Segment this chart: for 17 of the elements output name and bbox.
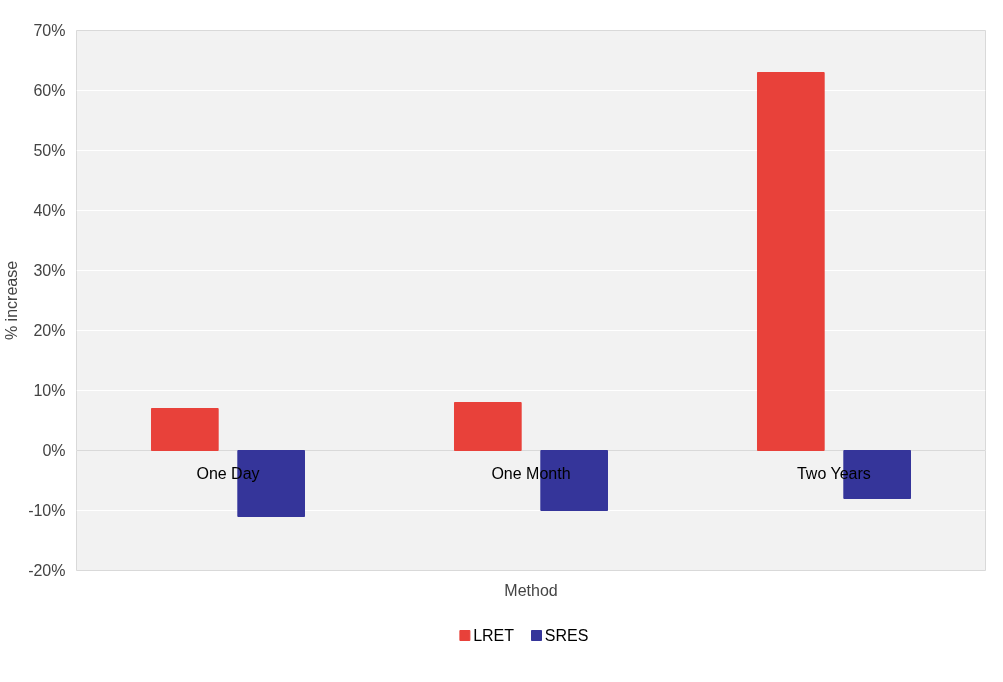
y-tick-label: 30% xyxy=(33,262,66,279)
y-tick-label: 40% xyxy=(33,202,66,219)
y-tick-label: 70% xyxy=(33,22,66,39)
y-tick-label: 10% xyxy=(33,382,66,399)
bar xyxy=(453,402,522,451)
bar xyxy=(756,72,825,451)
bar xyxy=(150,408,219,451)
y-tick-label: -10% xyxy=(28,502,66,519)
legend-label: LRET xyxy=(473,627,515,644)
y-tick-label: 20% xyxy=(33,322,66,339)
y-tick-label: 50% xyxy=(33,142,66,159)
x-axis-title: Method xyxy=(504,581,558,599)
y-tick-label: 60% xyxy=(33,82,66,99)
legend-label: SRES xyxy=(544,627,589,644)
y-tick-label: -20% xyxy=(28,562,66,579)
y-axis-title: % increase xyxy=(3,260,21,341)
y-tick-label: 0% xyxy=(42,442,66,459)
